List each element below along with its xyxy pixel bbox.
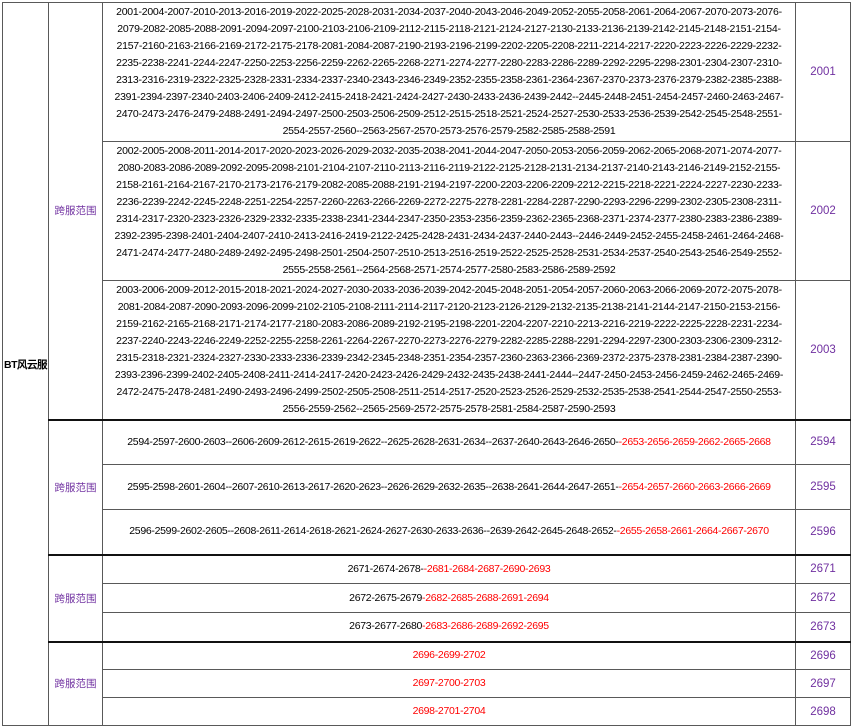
range-row-2003: 2003-2006-2009-2012-2015-2018-2021-2024-… — [102, 280, 796, 420]
server-id-label: 2696 — [810, 649, 836, 662]
range-values-red: -2653-2656-2659-2662-2665-2668 — [618, 435, 771, 448]
server-id-cell-2594: 2594 — [795, 418, 851, 465]
range-values-red: -2682-2685-2688-2691-2694 — [422, 591, 549, 604]
server-id-cell-2698: 2698 — [795, 697, 851, 726]
server-id-cell-2673: 2673 — [795, 612, 851, 642]
range-values-black: 2001-2004-2007-2010-2013-2016-2019-2022-… — [114, 6, 784, 137]
server-id-label: 2698 — [810, 705, 836, 718]
server-id-label: 2594 — [810, 436, 836, 449]
range-row-2001: 2001-2004-2007-2010-2013-2016-2019-2022-… — [102, 2, 796, 142]
cross-range-label: 跨服范围 — [54, 678, 97, 691]
range-values-red: -2683-2686-2689-2692-2695 — [422, 620, 549, 633]
server-id-label: 2596 — [810, 525, 836, 538]
cross-range-label: 跨服范围 — [54, 205, 97, 218]
server-id-cell-2595: 2595 — [795, 464, 851, 510]
server-id-cell-2672: 2672 — [795, 583, 851, 613]
server-id-cell-2003: 2003 — [795, 280, 851, 420]
server-id-label: 2672 — [810, 592, 836, 604]
server-id-label: 2697 — [810, 677, 836, 690]
server-id-cell-2671: 2671 — [795, 553, 851, 584]
cross-range-cell-1: 跨服范围 — [48, 2, 103, 420]
server-id-cell-2596: 2596 — [795, 509, 851, 555]
range-values-red: -2681-2684-2687-2690-2693 — [423, 562, 551, 575]
range-values-black: 2594-2597-2600-2603--2606-2609-2612-2615… — [127, 435, 619, 448]
range-row-2696: 2696-2699-2702 — [102, 640, 796, 670]
server-id-cell-2697: 2697 — [795, 669, 851, 698]
cross-range-label: 跨服范围 — [54, 481, 97, 494]
range-values-red: 2698-2701-2704 — [412, 705, 486, 717]
server-id-cell-2001: 2001 — [795, 2, 851, 142]
server-id-cell-2696: 2696 — [795, 640, 851, 670]
cross-range-label: 跨服范围 — [54, 592, 97, 605]
range-values-black: 2671-2674-2678- — [347, 562, 424, 575]
server-id-label: 2673 — [810, 620, 836, 633]
server-id-label: 2671 — [810, 563, 836, 576]
server-id-label: 2002 — [810, 205, 836, 217]
range-row-2594: 2594-2597-2600-2603--2606-2609-2612-2615… — [102, 418, 796, 465]
range-row-2596: 2596-2599-2602-2605--2608-2611-2614-2618… — [102, 509, 796, 555]
range-values-black: 2672-2675-2679 — [349, 591, 423, 604]
cross-range-cell-4: 跨服范围 — [48, 640, 103, 726]
range-row-2698: 2698-2701-2704 — [102, 697, 796, 726]
range-values-black: 2596-2599-2602-2605--2608-2611-2614-2618… — [129, 525, 617, 538]
server-id-cell-2002: 2002 — [795, 141, 851, 281]
range-row-2671: 2671-2674-2678--2681-2684-2687-2690-2693 — [102, 553, 796, 584]
range-row-2002: 2002-2005-2008-2011-2014-2017-2020-2023-… — [102, 141, 796, 281]
range-row-2595: 2595-2598-2601-2604--2607-2610-2613-2617… — [102, 464, 796, 510]
range-values-black: 2002-2005-2008-2011-2014-2017-2020-2023-… — [114, 145, 784, 276]
range-row-2697: 2697-2700-2703 — [102, 669, 796, 698]
range-values-red: 2696-2699-2702 — [412, 649, 486, 662]
range-values-black: 2673-2677-2680 — [349, 620, 423, 633]
server-id-label: 2001 — [810, 66, 836, 78]
range-values-red: -2655-2658-2661-2664-2667-2670 — [616, 525, 769, 538]
server-id-label: 2595 — [810, 481, 836, 493]
range-values-red: 2697-2700-2703 — [412, 677, 486, 689]
range-values-black: 2595-2598-2601-2604--2607-2610-2613-2617… — [127, 480, 619, 493]
range-values-red: -2654-2657-2660-2663-2666-2669 — [618, 480, 771, 493]
cross-range-cell-3: 跨服范围 — [48, 553, 103, 642]
server-group-label: BT风云服 — [4, 358, 48, 371]
range-row-2673: 2673-2677-2680-2683-2686-2689-2692-2695 — [102, 612, 796, 642]
range-values-black: 2003-2006-2009-2012-2015-2018-2021-2024-… — [114, 283, 784, 415]
server-id-label: 2003 — [810, 343, 836, 356]
cross-range-cell-2: 跨服范围 — [48, 418, 103, 555]
range-row-2672: 2672-2675-2679-2682-2685-2688-2691-2694 — [102, 583, 796, 613]
server-group-cell: BT风云服 — [2, 2, 49, 726]
